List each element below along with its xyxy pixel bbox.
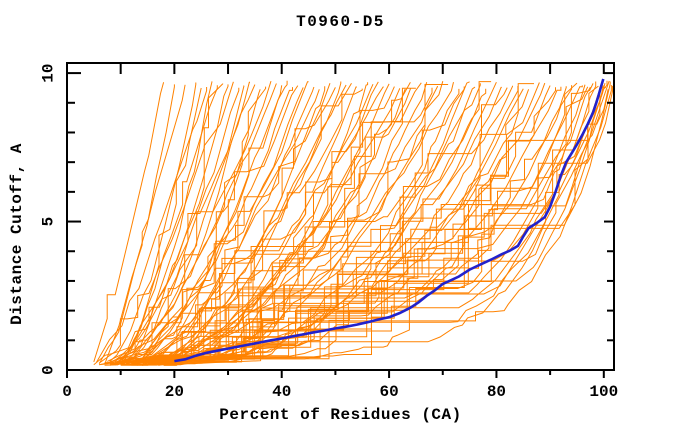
prediction-line — [115, 86, 315, 363]
prediction-line — [120, 83, 606, 365]
prediction-line — [115, 86, 591, 363]
x-tick-label: 0 — [62, 383, 72, 401]
prediction-line — [104, 85, 283, 364]
prediction-line — [147, 85, 612, 364]
prediction-line — [98, 83, 224, 364]
y-tick-label: 0 — [40, 365, 58, 375]
axis-frame — [66, 62, 615, 378]
prediction-line — [152, 83, 331, 364]
y-tick-label: 5 — [40, 217, 58, 227]
x-tick-label: 60 — [379, 383, 398, 401]
prediction-line — [131, 80, 288, 362]
x-tick-label: 80 — [487, 383, 506, 401]
prediction-line — [114, 84, 256, 366]
tick-labels: 0 20 40 60 80 100 0 5 10 — [40, 63, 619, 401]
prediction-line — [136, 83, 374, 363]
prediction-line — [99, 86, 267, 366]
prediction-line — [98, 84, 175, 365]
prediction-line — [104, 87, 336, 365]
prediction-line — [147, 86, 384, 365]
y-tick-label: 10 — [40, 63, 58, 82]
prediction-line — [152, 86, 562, 364]
prediction-line — [169, 81, 611, 362]
x-tick-label: 20 — [165, 383, 184, 401]
plot-title: T0960-D5 — [296, 13, 385, 31]
x-tick-label: 40 — [272, 383, 291, 401]
prediction-line — [120, 87, 202, 364]
highlighted-model-line — [174, 78, 605, 363]
x-tick-label: 100 — [589, 383, 618, 401]
prediction-line — [107, 81, 234, 362]
prediction-line — [157, 82, 352, 365]
prediction-line — [131, 84, 586, 366]
prediction-line — [147, 89, 320, 366]
prediction-line — [125, 83, 277, 366]
prediction-line — [93, 82, 165, 363]
prediction-line — [126, 88, 601, 363]
prediction-line — [142, 89, 261, 364]
prediction-line — [93, 80, 272, 366]
prediction-line — [158, 85, 613, 364]
prediction-line — [142, 82, 603, 363]
prediction-line — [104, 84, 186, 365]
x-axis-label: Percent of Residues (CA) — [219, 406, 462, 424]
prediction-line — [109, 82, 197, 362]
prediction-lines — [93, 80, 613, 366]
prediction-line — [136, 81, 250, 366]
